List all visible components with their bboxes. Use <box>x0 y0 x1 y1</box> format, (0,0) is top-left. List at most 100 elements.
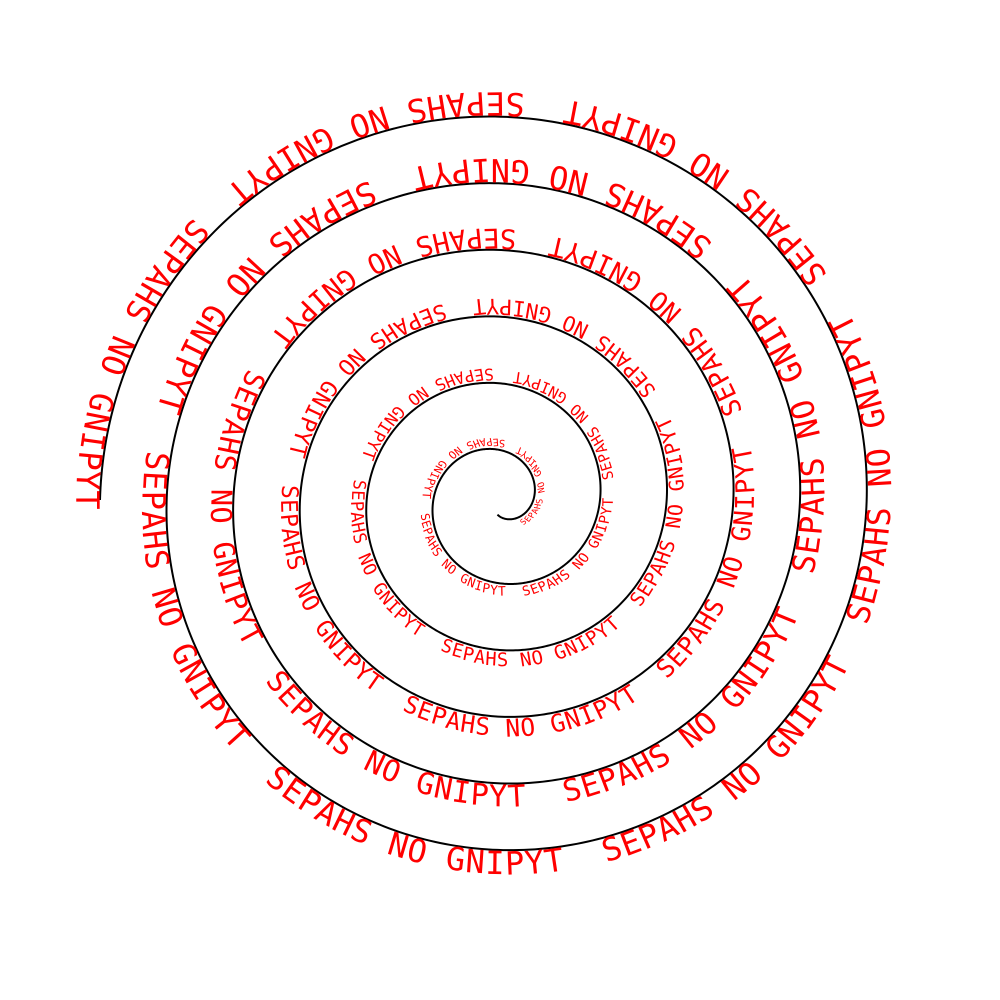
spiral-char: I <box>470 151 491 190</box>
spiral-char: Y <box>523 843 546 883</box>
spiral-char: S <box>521 583 533 600</box>
spiral-char: P <box>461 644 476 667</box>
spiral-char: N <box>491 151 510 189</box>
spiral-char: Y <box>68 470 107 491</box>
spiral-char: A <box>443 706 463 736</box>
spiral-char: A <box>530 507 541 516</box>
spiral-char: E <box>473 365 486 385</box>
spiral-char: S <box>499 437 506 448</box>
spiral-char: E <box>486 84 506 122</box>
spiral-char: S <box>474 711 491 741</box>
spiral-char: N <box>530 462 542 474</box>
spiral-char: P <box>449 151 473 191</box>
spiral-char: A <box>276 526 304 544</box>
spiral-char: H <box>485 649 497 671</box>
spiral-char: T <box>471 292 487 318</box>
spiral-char: N <box>464 842 486 881</box>
spiral-char: T <box>515 443 525 455</box>
spiral-char: N <box>729 509 760 527</box>
spiral-char: O <box>529 646 545 670</box>
spiral-char: O <box>859 446 899 469</box>
spiral-char: H <box>211 433 247 456</box>
spiral-char: O <box>535 480 547 489</box>
spiral-char: A <box>796 496 832 516</box>
spiral-char: E <box>135 470 174 491</box>
spiral-line <box>99 115 868 852</box>
spiral-char: H <box>135 528 175 551</box>
spiral-char: P <box>504 844 525 883</box>
spiral-char: Y <box>519 447 529 460</box>
spiral-char: I <box>485 844 505 882</box>
spiral-char: Y <box>599 506 616 517</box>
spiral-char: E <box>449 640 465 663</box>
spiral-char: O <box>204 506 239 525</box>
spiral-char: E <box>483 221 500 253</box>
spiral-char: P <box>469 777 489 813</box>
spiral-char: H <box>277 539 306 559</box>
spiral-char: T <box>507 779 527 815</box>
spiral-char: Y <box>489 779 507 814</box>
spiral-char: S <box>518 516 529 526</box>
spiral-char: S <box>137 449 177 472</box>
spiral-char: N <box>663 465 689 481</box>
spiral-char: E <box>522 514 533 524</box>
spiral-char: S <box>418 512 433 522</box>
spiral-char: S <box>499 222 516 253</box>
spiral-char: S <box>860 506 899 527</box>
spiral-char: G <box>547 707 569 739</box>
spiral-char: P <box>485 435 493 448</box>
spiral-char: G <box>206 539 243 562</box>
spiral-char: G <box>444 839 468 879</box>
spiral-char: P <box>524 451 535 463</box>
spiral-char: T <box>283 441 312 461</box>
spiral-char: N <box>505 713 521 743</box>
spiral-char: I <box>527 456 539 468</box>
spiral-char: P <box>731 478 762 495</box>
spiral-char: S <box>505 85 526 124</box>
spiral-char: A <box>477 435 487 448</box>
spiral-char: S <box>276 484 303 499</box>
spiral-char: H <box>429 224 452 259</box>
spiral-char: T <box>511 368 524 388</box>
spiral-char: S <box>795 456 833 479</box>
spiral-char: E <box>492 436 499 448</box>
spiral-char: P <box>481 581 491 597</box>
spiral-char: H <box>533 503 544 510</box>
spiral-char: N <box>524 297 541 324</box>
spiral-char: S <box>655 537 680 555</box>
spiral-char: P <box>526 511 537 520</box>
spiral-char: P <box>423 477 438 487</box>
spiral-char: G <box>536 300 554 327</box>
spiral-char: G <box>509 152 531 191</box>
spiral-char: S <box>599 469 618 481</box>
spiral-char: P <box>346 500 366 511</box>
spiral-char: N <box>661 515 686 530</box>
spiral-char: S <box>497 650 509 671</box>
spiral-char: S <box>348 531 370 546</box>
spiral-char: S <box>464 438 476 452</box>
spiral-char: H <box>346 521 368 535</box>
spiral-char: T <box>546 229 569 263</box>
spiral-char: I <box>662 452 688 469</box>
spiral-char: I <box>593 522 611 535</box>
spiral-char: P <box>70 449 110 472</box>
spiral-char: P <box>597 514 614 525</box>
spiral-char: A <box>447 223 468 256</box>
spiral-char: N <box>860 467 899 488</box>
spiral-char: P <box>499 293 513 318</box>
spiral-char: N <box>518 648 533 672</box>
spiral-char: P <box>465 221 484 253</box>
spiral-char: H <box>796 476 833 496</box>
spiral-char: A <box>134 509 173 530</box>
spiral-char: H <box>459 708 478 739</box>
spiral-char: E <box>418 519 434 530</box>
spiral-char: T <box>727 443 759 464</box>
spiral-char: P <box>462 365 476 386</box>
spiral-char: I <box>427 470 442 481</box>
spiral-char: E <box>790 533 828 557</box>
spiral-char: N <box>537 486 548 494</box>
spiral-char: S <box>535 499 545 505</box>
spiral-char: S <box>348 479 369 491</box>
spiral-char: A <box>444 85 467 125</box>
